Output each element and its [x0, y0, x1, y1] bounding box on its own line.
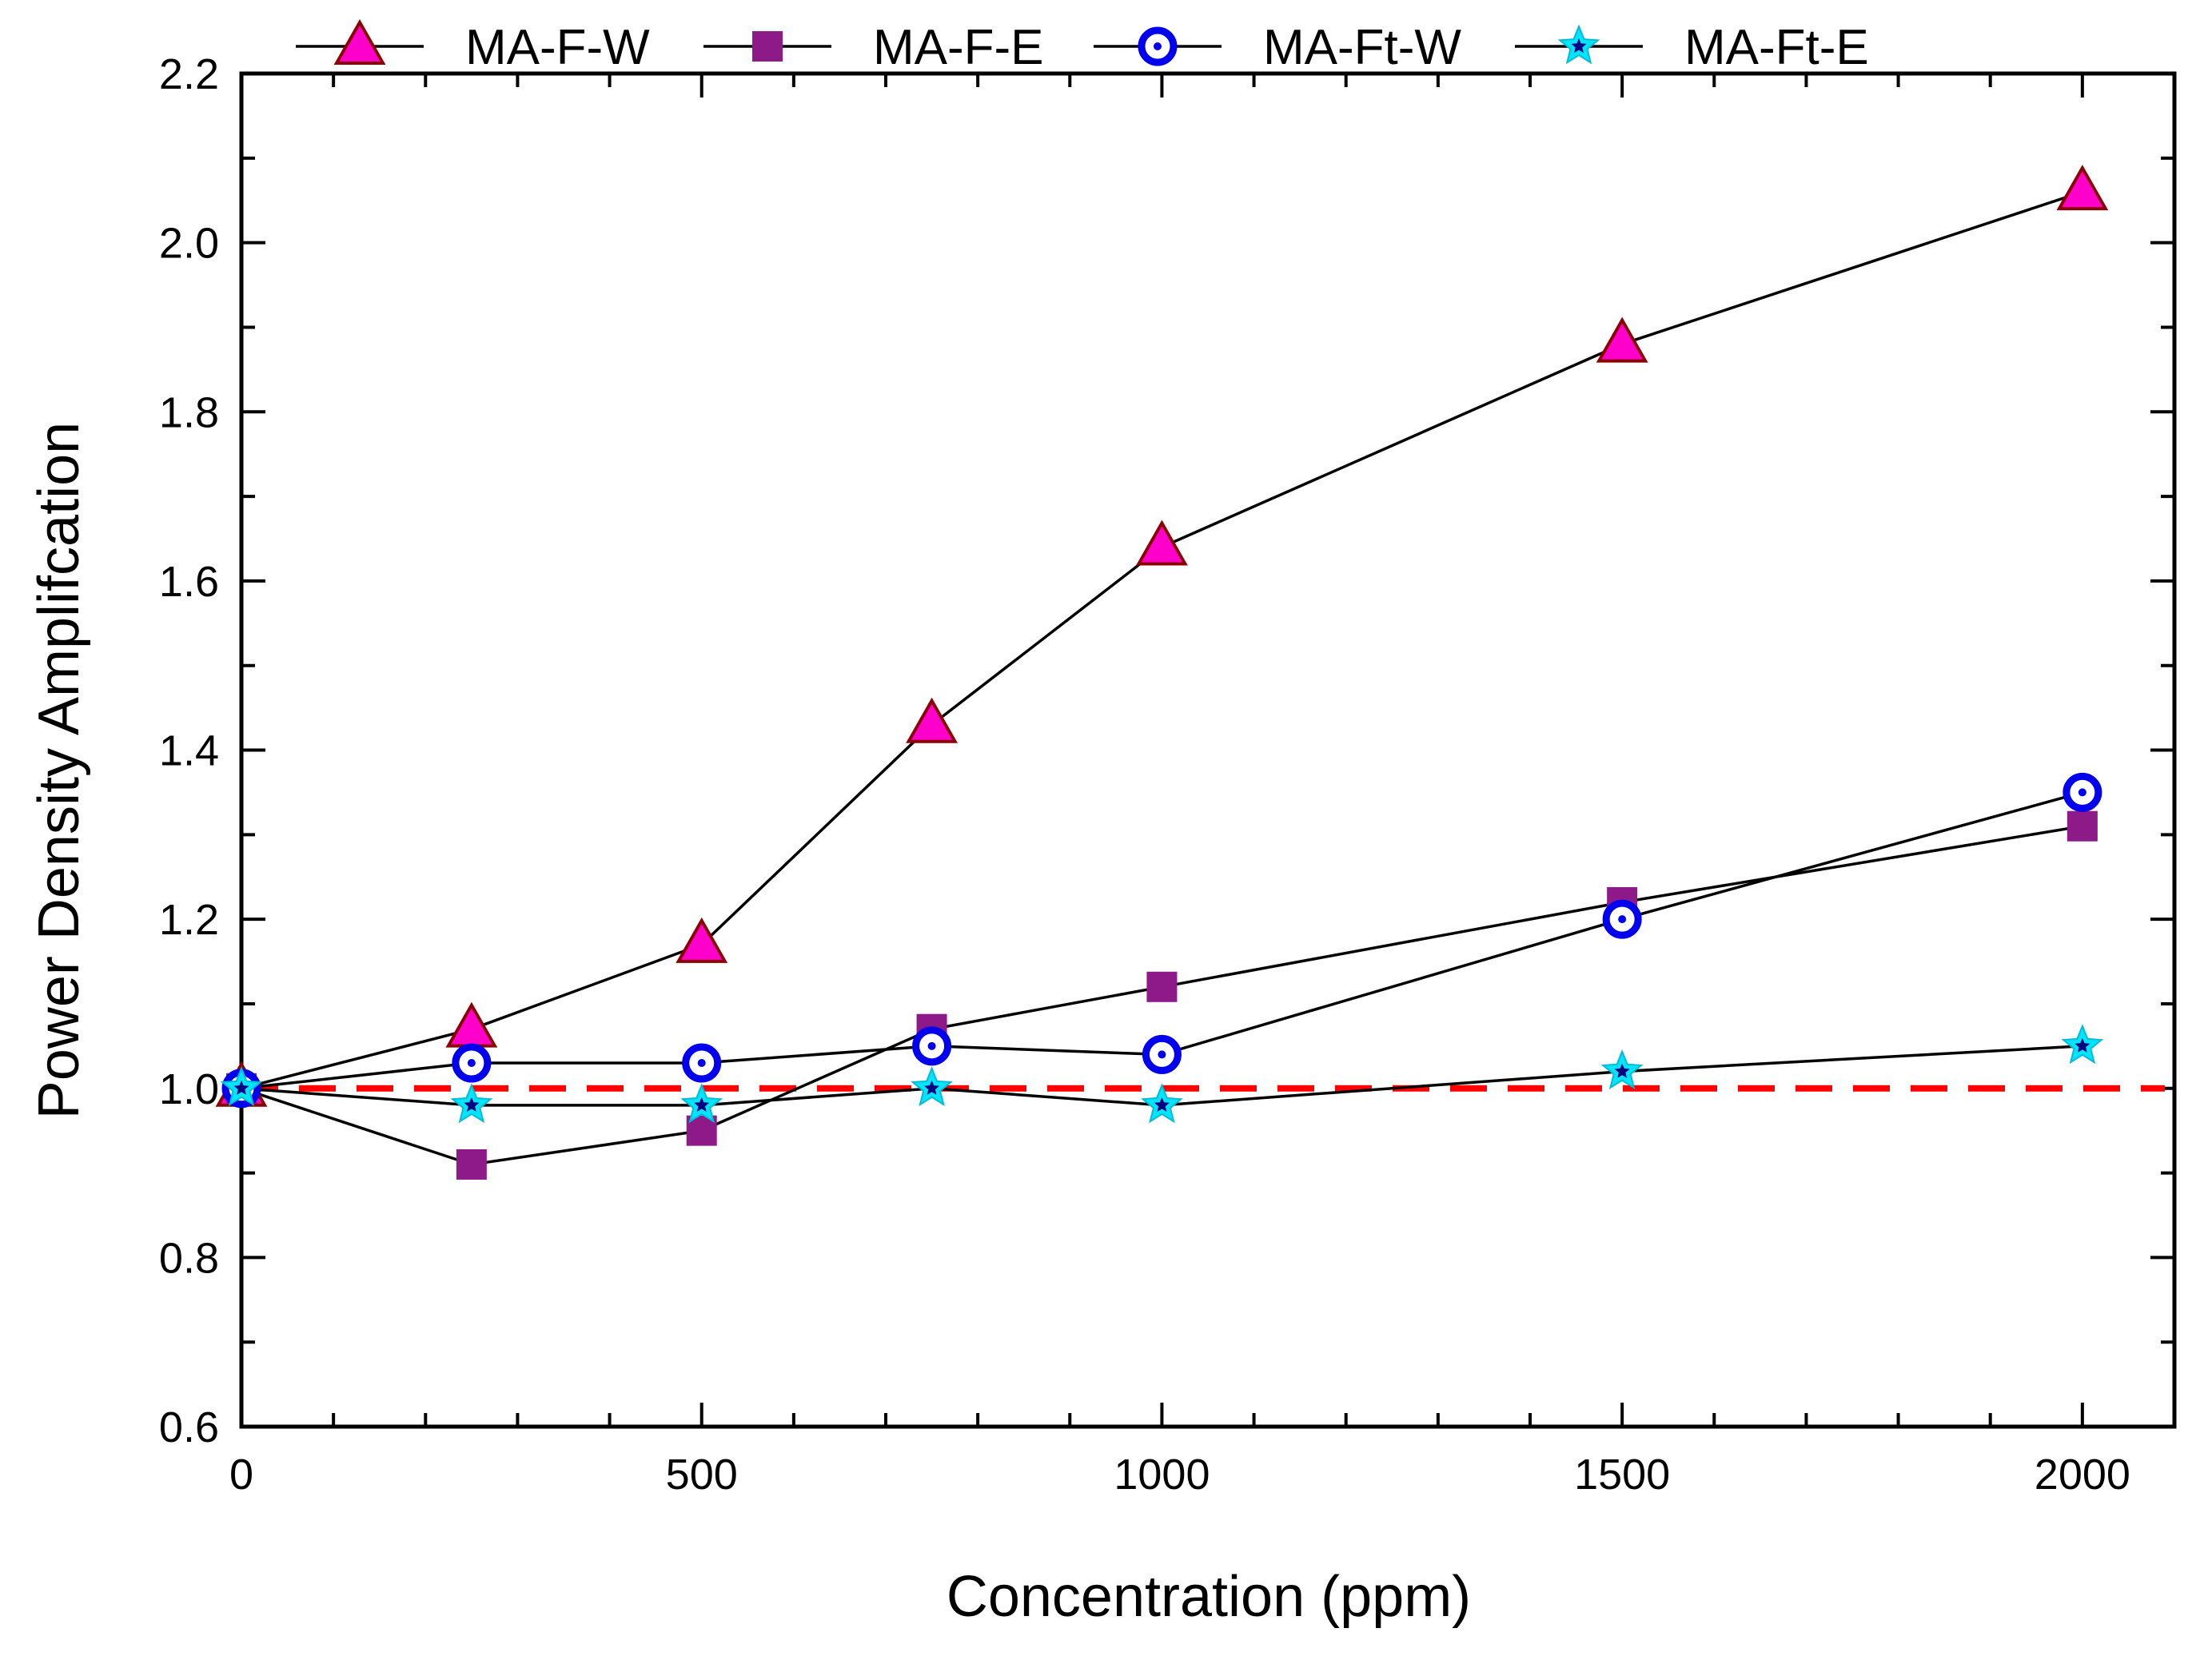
x-tick-label: 1000 [1114, 1451, 1210, 1499]
series-line-ma-f-w [241, 190, 2083, 1090]
circle-marker-dot [1618, 915, 1627, 924]
y-tick-label: 1.4 [159, 727, 219, 775]
data-point-ma-f-w [1596, 316, 1648, 363]
triangle-marker [676, 917, 728, 963]
circle-marker-dot [697, 1059, 706, 1068]
circle-marker-dot [1154, 42, 1162, 50]
data-point-ma-ft-w [452, 1043, 492, 1083]
legend: MA-F-W MA-F-E MA-Ft-W MA-Ft-E [296, 18, 1869, 75]
legend-marker-ma-ft-e [1557, 24, 1600, 65]
circle-marker-dot [467, 1059, 476, 1068]
data-point-ma-ft-e [450, 1083, 493, 1124]
data-point-ma-f-e [456, 1148, 487, 1180]
square-marker [2067, 810, 2098, 842]
data-point-ma-ft-e [1141, 1083, 1183, 1124]
triangle-marker [1135, 520, 1188, 566]
legend-label: MA-Ft-W [1263, 20, 1461, 75]
star-marker-center [924, 1080, 940, 1095]
circle-marker-dot [2078, 788, 2086, 797]
y-tick-label: 0.6 [159, 1403, 219, 1451]
data-point-ma-f-w [676, 917, 728, 963]
square-marker [752, 31, 783, 62]
triangle-marker [333, 18, 386, 65]
data-point-ma-ft-w [912, 1026, 952, 1066]
data-point-ma-f-w [906, 697, 959, 743]
data-point-ma-ft-e [1600, 1049, 1644, 1089]
axes: 0 500 1000 1500 2000 0.6 0.8 1.0 1.2 1.4 1.6 1.8 2.0… [159, 50, 2177, 1499]
star-marker-center [464, 1097, 480, 1112]
data-point-ma-f-e [1146, 971, 1178, 1002]
y-tick-label: 0.8 [159, 1234, 219, 1282]
series-markers [215, 165, 2109, 1180]
star-marker-center [1154, 1097, 1170, 1112]
legend-marker-ma-ft-w [1138, 26, 1178, 66]
x-tick-label: 0 [229, 1451, 253, 1499]
y-tick-label: 1.8 [159, 388, 219, 436]
data-point-ma-f-e [2067, 810, 2098, 842]
x-tick-label: 2000 [2035, 1451, 2130, 1499]
circle-marker-dot [927, 1041, 936, 1050]
y-tick-label: 2.0 [159, 220, 219, 268]
legend-label: MA-F-E [873, 20, 1044, 75]
data-point-ma-f-w [445, 1001, 498, 1048]
y-axis-title: Power Density Amplifcation [27, 422, 91, 1119]
plot-frame [239, 71, 2177, 1429]
star-marker-center [2074, 1037, 2090, 1053]
x-tick-label: 500 [666, 1451, 738, 1499]
y-tick-label: 1.6 [159, 558, 219, 606]
data-point-ma-ft-w [1142, 1034, 1182, 1074]
y-tick-label: 1.0 [159, 1065, 219, 1113]
circle-marker-dot [1158, 1050, 1166, 1059]
data-point-ma-ft-w [682, 1043, 722, 1083]
series-lines [241, 190, 2083, 1166]
triangle-marker [1596, 316, 1648, 363]
triangle-marker [906, 697, 959, 743]
star-marker-center [1571, 38, 1587, 54]
data-point-ma-ft-e [220, 1066, 263, 1107]
y-tick-label: 2.2 [159, 50, 219, 98]
data-point-ma-ft-e [2061, 1024, 2104, 1065]
x-tick-label: 1500 [1574, 1451, 1670, 1499]
data-point-ma-ft-w [2063, 772, 2102, 812]
legend-label: MA-Ft-E [1684, 20, 1869, 75]
square-marker [456, 1148, 487, 1180]
triangle-marker [2056, 165, 2109, 211]
legend-label: MA-F-W [465, 20, 650, 75]
star-marker-center [233, 1080, 249, 1095]
x-axis-title: Concentration (ppm) [947, 1565, 1471, 1629]
data-point-ma-ft-e [911, 1066, 953, 1107]
star-marker-center [694, 1097, 710, 1112]
legend-marker-ma-f-w [333, 18, 386, 65]
data-point-ma-f-w [1135, 520, 1188, 566]
data-point-ma-ft-e [680, 1083, 723, 1124]
triangle-marker [445, 1001, 498, 1048]
data-point-ma-ft-w [1602, 899, 1642, 939]
legend-marker-ma-f-e [752, 31, 783, 62]
y-tick-label: 1.2 [159, 896, 219, 944]
data-point-ma-f-w [2056, 165, 2109, 211]
star-marker-center [1614, 1063, 1630, 1078]
square-marker [1146, 971, 1178, 1002]
